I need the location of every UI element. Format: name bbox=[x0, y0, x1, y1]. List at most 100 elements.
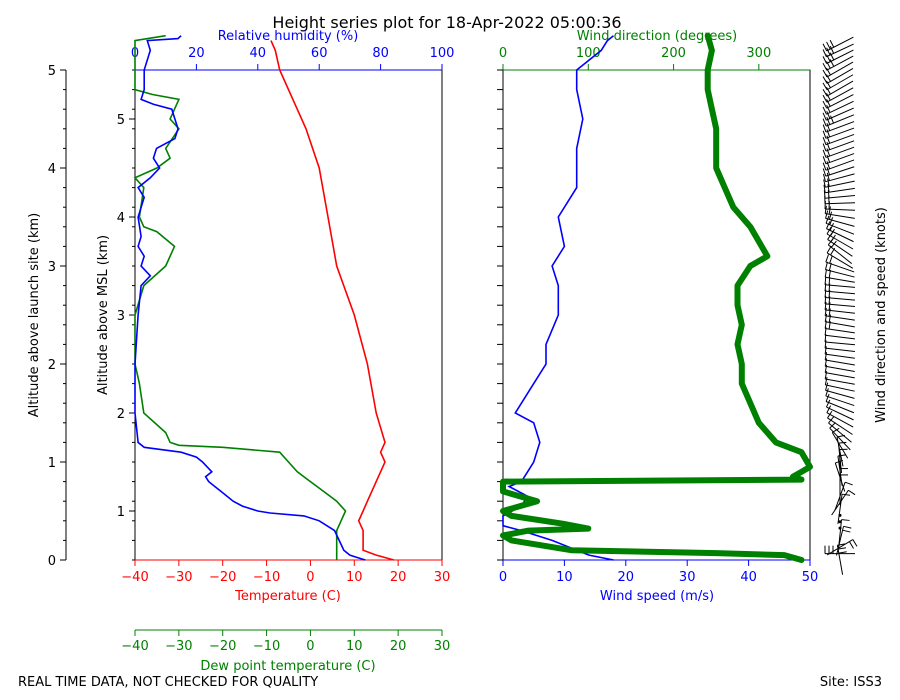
msl-tick-label: 1 bbox=[117, 505, 125, 520]
wind-barb-flag bbox=[823, 184, 826, 193]
wind-barb-staff bbox=[826, 36, 854, 52]
wind-barb-staff bbox=[826, 67, 854, 84]
wind-barb-flag bbox=[829, 59, 835, 67]
wind-speed-tick-label: 50 bbox=[802, 570, 819, 585]
wind-direction-tick-label: 100 bbox=[576, 46, 601, 61]
wind-barb-flag bbox=[830, 234, 836, 242]
left-outer-tick-label: 3 bbox=[48, 260, 56, 275]
temperature-panel: Altitude above MSL (km) Relative humidit… bbox=[96, 29, 454, 674]
wind-barb-staff bbox=[826, 80, 854, 97]
dewpoint-axis-label: Dew point temperature (C) bbox=[200, 659, 375, 674]
wind-barb-staff bbox=[825, 315, 855, 321]
wind-barb-flag bbox=[838, 547, 847, 550]
wind-barb-flag bbox=[822, 56, 828, 64]
wind-barb-flag bbox=[825, 393, 830, 402]
wind-direction-tick-label: 0 bbox=[499, 46, 507, 61]
wind-barb-calm bbox=[838, 520, 842, 524]
temperature-tick-label: 10 bbox=[346, 570, 363, 585]
wind-barb-flag bbox=[826, 172, 830, 181]
wind-speed-tick-label: 0 bbox=[499, 570, 507, 585]
wind-barb-staff bbox=[836, 526, 844, 556]
wind-barb-flag bbox=[826, 129, 831, 138]
temperature-axis-label: Temperature (C) bbox=[234, 589, 341, 604]
wind-barb-staff bbox=[824, 202, 856, 205]
wind-barb-flag bbox=[837, 454, 846, 457]
humidity-axis-label: Relative humidity (%) bbox=[218, 29, 359, 44]
wind-barb-staff bbox=[827, 417, 853, 435]
dewpoint-tick-label: −10 bbox=[253, 639, 280, 654]
wind-barb-staff bbox=[825, 217, 855, 227]
wind-barb-staff bbox=[829, 427, 851, 451]
humidity-tick-label: 80 bbox=[372, 46, 389, 61]
wind-barb-flag bbox=[842, 529, 851, 533]
wind-barb-flag bbox=[822, 118, 827, 127]
wind-barb-flag bbox=[825, 215, 830, 224]
wind-barb-flag bbox=[830, 115, 834, 124]
left-inner-axis-label: Altitude above MSL (km) bbox=[96, 235, 111, 395]
wind-barb-staff bbox=[825, 365, 855, 372]
temperature-tick-label: 20 bbox=[390, 570, 407, 585]
wind-barb-flag bbox=[848, 489, 856, 496]
wind-barb-staff bbox=[825, 359, 855, 366]
wind-barb-flag bbox=[838, 441, 847, 444]
wind-barb-flag bbox=[822, 49, 827, 57]
wind-barb-staff bbox=[825, 327, 855, 334]
footer-site: Site: ISS3 bbox=[820, 675, 882, 690]
left-outer-tick-label: 0 bbox=[48, 554, 56, 569]
left-outer-tick-label: 5 bbox=[48, 64, 56, 79]
wind-barbs bbox=[822, 36, 858, 575]
wind-barb-staff bbox=[827, 244, 853, 265]
wind-barb-flag bbox=[829, 39, 835, 48]
left-outer-tick-label: 2 bbox=[48, 358, 56, 373]
wind-barb-staff bbox=[826, 43, 854, 58]
wind-barb-flag bbox=[824, 340, 827, 349]
wind-barb-staff bbox=[826, 49, 854, 64]
dewpoint-tick-label: 10 bbox=[346, 639, 363, 654]
wind-barb-staff bbox=[825, 303, 855, 308]
wind-barb-flag bbox=[826, 161, 831, 169]
wind-barb-flag bbox=[822, 143, 827, 152]
wind-barb-flag bbox=[824, 346, 827, 355]
wind-speed-axis-label: Wind speed (m/s) bbox=[600, 589, 714, 604]
wind-barb-flag bbox=[852, 539, 858, 547]
wind-barb-flag bbox=[826, 67, 831, 76]
wind-barb-staff bbox=[825, 213, 855, 219]
wind-barb-flag bbox=[825, 399, 831, 408]
temperature-line bbox=[270, 40, 395, 561]
wind-barb-flag bbox=[827, 184, 830, 193]
dewpoint-tick-label: 30 bbox=[434, 639, 451, 654]
wind-barb-flag bbox=[826, 86, 831, 95]
wind-barb-flag bbox=[827, 178, 830, 187]
wind-barb-flag bbox=[830, 228, 835, 237]
dewpoint-tick-label: −30 bbox=[165, 639, 192, 654]
wind-barb-staff bbox=[825, 180, 855, 188]
wind-barb-staff bbox=[825, 222, 855, 235]
temperature-tick-label: 0 bbox=[306, 570, 314, 585]
wind-barb-staff bbox=[826, 87, 854, 103]
wind-barb-staff bbox=[825, 276, 855, 283]
wind-speed-tick-label: 20 bbox=[618, 570, 635, 585]
dewpoint-tick-label: 20 bbox=[390, 639, 407, 654]
temperature-tick-label: −30 bbox=[165, 570, 192, 585]
wind-barb-flag bbox=[824, 276, 827, 285]
wind-barb-staff bbox=[827, 238, 853, 257]
wind-barb-flag bbox=[828, 206, 831, 215]
temperature-tick-label: 30 bbox=[434, 570, 451, 585]
wind-barb-staff bbox=[826, 252, 854, 269]
wind-barb-staff bbox=[825, 297, 855, 301]
wind-barb-flag bbox=[828, 308, 831, 317]
temperature-panel-frame bbox=[134, 69, 443, 561]
wind-barb-staff bbox=[831, 432, 849, 459]
wind-barb-flag bbox=[824, 307, 827, 316]
wind-barb-staff bbox=[825, 309, 855, 314]
wind-barb-staff bbox=[825, 378, 855, 385]
wind-barb-staff bbox=[825, 389, 855, 399]
wind-barb-flag bbox=[824, 352, 828, 361]
wind-barb-flag bbox=[829, 52, 835, 61]
wind-barb-staff bbox=[825, 353, 855, 359]
wind-barb-staff bbox=[826, 412, 854, 428]
wind-barb-flag bbox=[829, 422, 836, 429]
wind-direction-line bbox=[500, 32, 813, 563]
wind-barb-flag bbox=[822, 69, 828, 78]
wind-barb-flag bbox=[826, 111, 831, 119]
